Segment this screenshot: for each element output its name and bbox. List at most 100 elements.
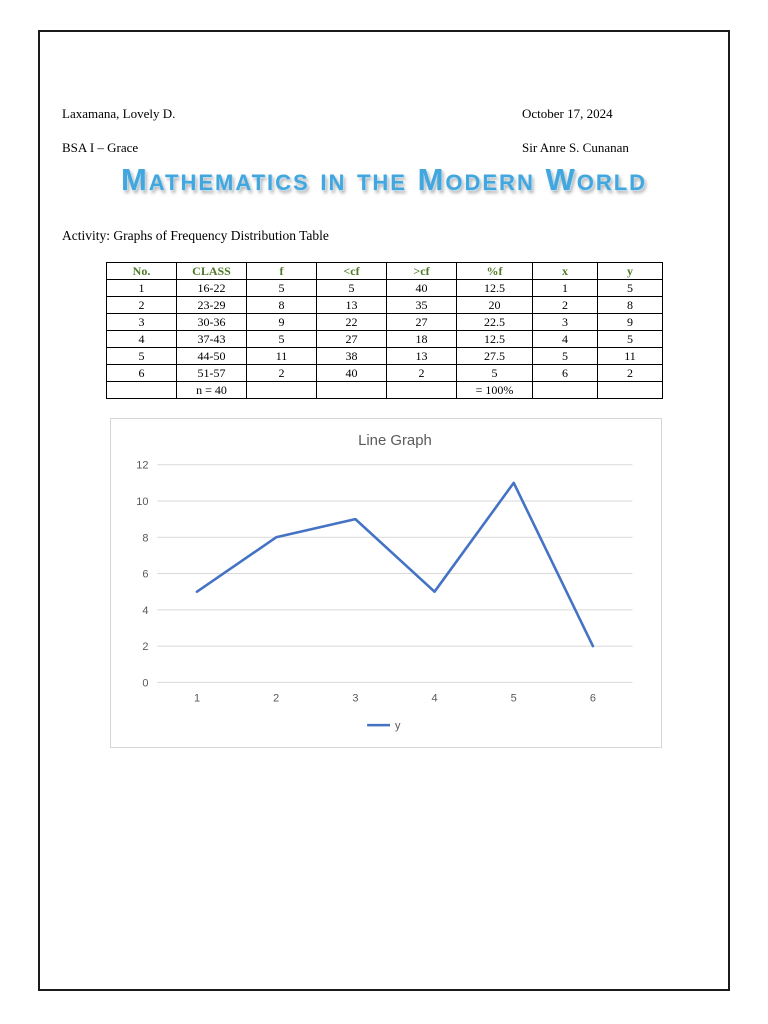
table-cell: 9 — [597, 313, 663, 331]
column-header: CLASS — [176, 262, 247, 280]
column-header: x — [532, 262, 598, 280]
table-cell: 38 — [316, 347, 387, 365]
table-header-row: No. CLASS f <cf >cf %f x y — [106, 262, 663, 280]
table-cell: 13 — [386, 347, 457, 365]
table-cell: 4 — [532, 330, 598, 348]
legend-label: y — [395, 720, 401, 732]
table-cell — [316, 381, 387, 399]
page-border: Laxamana, Lovely D. BSA I – Grace Octobe… — [38, 30, 730, 991]
table-cell: 2 — [106, 296, 177, 314]
y-axis-tick-label: 12 — [136, 460, 148, 472]
table-cell: 13 — [316, 296, 387, 314]
x-axis-tick-label: 5 — [511, 692, 517, 704]
table-cell: 2 — [597, 364, 663, 382]
table-cell: 27 — [386, 313, 457, 331]
column-header: No. — [106, 262, 177, 280]
column-header: %f — [456, 262, 533, 280]
table-cell: 6 — [106, 364, 177, 382]
x-axis-tick-label: 4 — [431, 692, 437, 704]
x-axis-tick-label: 1 — [194, 692, 200, 704]
y-axis-tick-label: 0 — [142, 677, 148, 689]
table-cell: 20 — [456, 296, 533, 314]
table-cell: 16-22 — [176, 279, 247, 297]
y-axis-tick-label: 8 — [142, 532, 148, 544]
table-cell: 5 — [106, 347, 177, 365]
table-cell: 11 — [597, 347, 663, 365]
column-header: y — [597, 262, 663, 280]
table-cell: 22.5 — [456, 313, 533, 331]
document-title: Mathematics in the Modern World — [120, 162, 648, 197]
table-cell — [386, 381, 457, 399]
table-cell: 27.5 — [456, 347, 533, 365]
table-cell: 5 — [246, 279, 317, 297]
table-cell: 22 — [316, 313, 387, 331]
table-cell — [246, 381, 317, 399]
table-cell: 9 — [246, 313, 317, 331]
table-row: n = 40 = 100% — [106, 381, 663, 399]
table-cell: 1 — [532, 279, 598, 297]
table-cell — [532, 381, 598, 399]
table-cell: 5 — [246, 330, 317, 348]
table-cell: 12.5 — [456, 279, 533, 297]
activity-label: Activity: Graphs of Frequency Distributi… — [62, 228, 329, 243]
table-row: 6 51-57 2 40 2 5 6 2 — [106, 364, 663, 382]
column-header: f — [246, 262, 317, 280]
header-right-block: October 17, 2024 Sir Anre S. Cunanan — [522, 88, 629, 173]
table-cell: 18 — [386, 330, 457, 348]
table-cell: 23-29 — [176, 296, 247, 314]
table-cell: 35 — [386, 296, 457, 314]
table-cell: 2 — [532, 296, 598, 314]
x-axis-tick-label: 6 — [590, 692, 596, 704]
table-cell: = 100% — [456, 381, 533, 399]
table-cell: 2 — [386, 364, 457, 382]
table-cell: 6 — [532, 364, 598, 382]
table-cell: 5 — [532, 347, 598, 365]
y-axis-tick-label: 6 — [142, 569, 148, 581]
table-cell: 27 — [316, 330, 387, 348]
frequency-distribution-table: No. CLASS f <cf >cf %f x y 1 16-22 5 5 40 12.5 1 5 2 23-… — [106, 262, 663, 399]
chart-title: Line Graph — [358, 433, 432, 449]
table-cell: 4 — [106, 330, 177, 348]
table-cell: 5 — [456, 364, 533, 382]
table-row: 1 16-22 5 5 40 12.5 1 5 — [106, 279, 663, 297]
table-row: 3 30-36 9 22 27 22.5 3 9 — [106, 313, 663, 331]
x-axis-tick-label: 2 — [273, 692, 279, 704]
table-cell: 12.5 — [456, 330, 533, 348]
header-left-block: Laxamana, Lovely D. BSA I – Grace — [62, 88, 175, 173]
table-cell: 44-50 — [176, 347, 247, 365]
table-cell: 1 — [106, 279, 177, 297]
table-cell: 5 — [597, 279, 663, 297]
document-date: October 17, 2024 — [522, 106, 613, 121]
table-cell: 5 — [316, 279, 387, 297]
y-axis-tick-label: 2 — [142, 641, 148, 653]
table-cell: n = 40 — [176, 381, 247, 399]
x-axis-tick-label: 3 — [352, 692, 358, 704]
table-cell — [106, 381, 177, 399]
table-cell: 30-36 — [176, 313, 247, 331]
table-cell: 11 — [246, 347, 317, 365]
y-axis-tick-label: 4 — [142, 605, 148, 617]
table-cell: 3 — [532, 313, 598, 331]
line-chart: 0 2 4 6 8 10 12 1 2 3 4 5 6 Line Graph y — [110, 418, 662, 748]
table-cell: 8 — [246, 296, 317, 314]
table-cell: 40 — [316, 364, 387, 382]
table-row: 4 37-43 5 27 18 12.5 4 5 — [106, 330, 663, 348]
table-cell: 40 — [386, 279, 457, 297]
table-row: 5 44-50 11 38 13 27.5 5 11 — [106, 347, 663, 365]
student-section: BSA I – Grace — [62, 140, 139, 155]
table-cell: 37-43 — [176, 330, 247, 348]
table-cell — [597, 381, 663, 399]
table-body: 1 16-22 5 5 40 12.5 1 5 2 23-29 8 13 35 20 2 8 3 30-36 9 22… — [106, 279, 663, 399]
student-name: Laxamana, Lovely D. — [62, 106, 176, 121]
column-header: >cf — [386, 262, 457, 280]
table-cell: 3 — [106, 313, 177, 331]
teacher-name: Sir Anre S. Cunanan — [522, 140, 629, 155]
table-cell: 51-57 — [176, 364, 247, 382]
series-line — [195, 481, 595, 648]
table-cell: 8 — [597, 296, 663, 314]
y-axis-tick-label: 10 — [136, 496, 148, 508]
table-cell: 5 — [597, 330, 663, 348]
column-header: <cf — [316, 262, 387, 280]
